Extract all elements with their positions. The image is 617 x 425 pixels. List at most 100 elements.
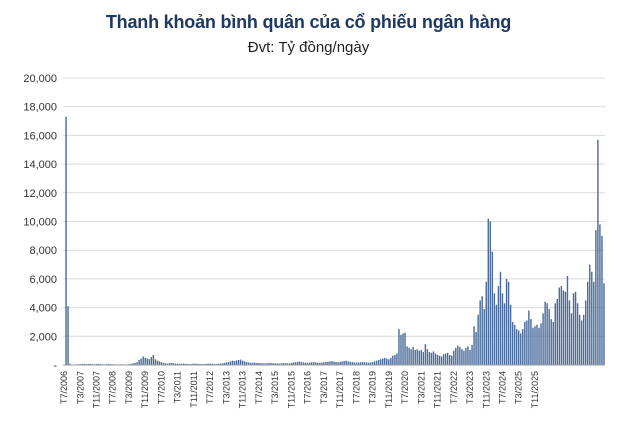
bars [65, 116, 605, 366]
bar [485, 281, 487, 365]
bar [288, 363, 291, 365]
bar [554, 303, 556, 365]
bar [542, 313, 544, 365]
bar [530, 319, 532, 365]
bar [603, 283, 605, 365]
bar [396, 353, 398, 365]
bar [473, 326, 475, 365]
bar [156, 360, 159, 365]
bar [300, 362, 303, 365]
bar [550, 319, 552, 365]
bar [580, 320, 583, 365]
bar [97, 363, 100, 365]
chart-subtitle: Đvt: Tỷ đồng/ngày [247, 39, 370, 56]
bar [552, 321, 554, 365]
bar [568, 300, 571, 365]
bar [585, 300, 587, 365]
bar [183, 363, 185, 365]
y-tick-label: 10,000 [23, 217, 57, 229]
bar [323, 362, 325, 365]
bar [185, 363, 187, 365]
bar [227, 362, 230, 365]
bar [229, 361, 232, 365]
bar [489, 221, 492, 365]
bar [243, 361, 246, 365]
bar [262, 363, 264, 365]
bar [373, 361, 376, 365]
bar [501, 293, 504, 365]
bar [290, 362, 293, 365]
bar [390, 357, 392, 365]
x-tick-label: T11/2021 [433, 371, 443, 408]
bar [469, 349, 471, 365]
y-tick-label: 8,000 [29, 245, 57, 257]
x-tick-label: T7/2022 [449, 371, 459, 404]
bar [365, 362, 368, 365]
bar [558, 287, 561, 365]
bar [576, 303, 579, 365]
bar [503, 303, 506, 365]
y-tick-label: 16,000 [23, 130, 57, 142]
bar [284, 363, 286, 365]
y-tick-label: 14,000 [23, 159, 57, 171]
bar [250, 362, 252, 365]
bar [359, 362, 362, 365]
bar [292, 362, 295, 365]
x-tick-label: T7/2014 [254, 371, 264, 404]
bar [239, 359, 242, 365]
x-tick-label: T3/2021 [416, 371, 426, 404]
x-tick-label: T3/2023 [465, 371, 475, 404]
bar [142, 356, 144, 365]
bar [578, 314, 581, 365]
bar [231, 360, 234, 365]
bar [248, 362, 250, 365]
bar [524, 321, 526, 365]
bar [343, 360, 345, 365]
bar [193, 363, 195, 365]
bar [379, 359, 382, 365]
bar [509, 304, 512, 365]
x-tick-label: T11/2025 [530, 371, 540, 408]
bar [475, 332, 477, 365]
x-tick-label: T7/2018 [351, 371, 361, 404]
bar [211, 363, 213, 365]
bar [416, 349, 418, 365]
bar [317, 362, 319, 365]
bar [353, 362, 356, 365]
y-tick-label: 18,000 [23, 102, 57, 114]
bar [556, 298, 559, 365]
bar [414, 349, 416, 365]
x-tick-label: T3/2007 [75, 371, 85, 404]
bar [446, 352, 449, 365]
x-tick-label: T7/2010 [156, 371, 166, 404]
x-tick-label: T3/2019 [368, 371, 378, 404]
bar [282, 362, 284, 365]
bar [392, 355, 394, 365]
bar [254, 362, 256, 365]
x-tick-label: T3/2011 [173, 371, 183, 403]
bar [479, 300, 481, 365]
bar [217, 363, 219, 365]
bar [339, 361, 341, 365]
bar [65, 116, 67, 365]
bar [601, 235, 603, 365]
bar [367, 362, 370, 365]
chart-title: Thanh khoản bình quân của cổ phiếu ngân … [105, 12, 512, 32]
bar [375, 360, 378, 365]
bar [449, 354, 451, 365]
bar [522, 329, 524, 366]
bar [140, 358, 142, 365]
bar [477, 314, 479, 365]
bar [347, 361, 349, 365]
bar [572, 293, 575, 365]
bar [463, 350, 465, 365]
bar [428, 352, 431, 365]
bar [426, 349, 429, 365]
bar [591, 271, 593, 365]
bar [241, 360, 244, 365]
bar [172, 363, 175, 365]
bar [233, 360, 236, 365]
bar [166, 363, 169, 365]
bar [268, 362, 270, 365]
bar [495, 304, 498, 365]
